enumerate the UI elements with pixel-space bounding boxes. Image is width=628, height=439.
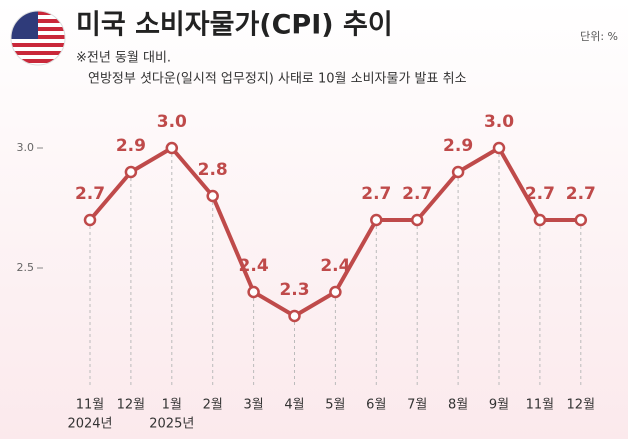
us-flag <box>11 11 65 65</box>
year-label: 2025년 <box>149 417 194 432</box>
x-tick-label: 9월 <box>489 398 509 413</box>
x-tick-label: 4월 <box>284 398 304 413</box>
note: ※전년 동월 대비. <box>76 51 171 66</box>
value-label: 2.8 <box>198 160 228 180</box>
x-tick-label: 8월 <box>448 398 468 413</box>
year-label: 2024년 <box>67 417 112 432</box>
x-tick-label: 12월 <box>117 398 146 413</box>
data-point <box>206 189 219 203</box>
y-tick-label: 2.5 <box>17 261 35 274</box>
data-point <box>165 141 179 155</box>
x-tick-label: 11월 <box>76 398 105 413</box>
x-tick-label: 1월 <box>162 398 182 413</box>
value-label: 2.7 <box>566 184 596 204</box>
data-point <box>288 309 301 323</box>
x-tick-label: 5월 <box>325 398 345 413</box>
data-point <box>329 285 342 299</box>
data-point <box>83 213 97 227</box>
value-label: 3.0 <box>157 112 187 132</box>
x-tick-label: 2월 <box>203 398 223 413</box>
data-point <box>574 213 588 227</box>
data-point <box>492 141 506 155</box>
value-label: 2.4 <box>239 256 269 276</box>
flag-border <box>10 10 66 66</box>
value-label: 2.4 <box>320 256 350 276</box>
x-tick-label: 12월 <box>567 398 596 413</box>
x-tick-label: 7월 <box>407 398 427 413</box>
value-label: 2.7 <box>75 184 105 204</box>
x-tick-label: 11월 <box>526 398 555 413</box>
value-label: 2.7 <box>402 184 432 204</box>
data-point <box>410 213 424 227</box>
data-point <box>370 213 383 227</box>
unit-label: 단위: % <box>580 30 618 43</box>
subtitle: 연방정부 셧다운(일시적 업무정지) 사태로 10월 소비자물가 발표 취소 <box>88 72 467 87</box>
data-point <box>124 165 138 179</box>
chart-title: 미국 소비자물가(CPI) 추이 <box>76 10 393 41</box>
value-label: 2.7 <box>361 184 391 204</box>
value-label: 2.9 <box>443 136 473 156</box>
data-point <box>247 285 260 299</box>
y-tick-label: 3.0 <box>17 141 35 154</box>
value-label: 3.0 <box>484 112 514 132</box>
value-label: 2.9 <box>116 136 146 156</box>
x-tick-label: 3월 <box>243 398 263 413</box>
value-label: 2.3 <box>279 280 309 300</box>
data-point <box>451 165 465 179</box>
data-point <box>533 213 547 227</box>
x-tick-label: 6월 <box>366 398 386 413</box>
value-label: 2.7 <box>525 184 555 204</box>
